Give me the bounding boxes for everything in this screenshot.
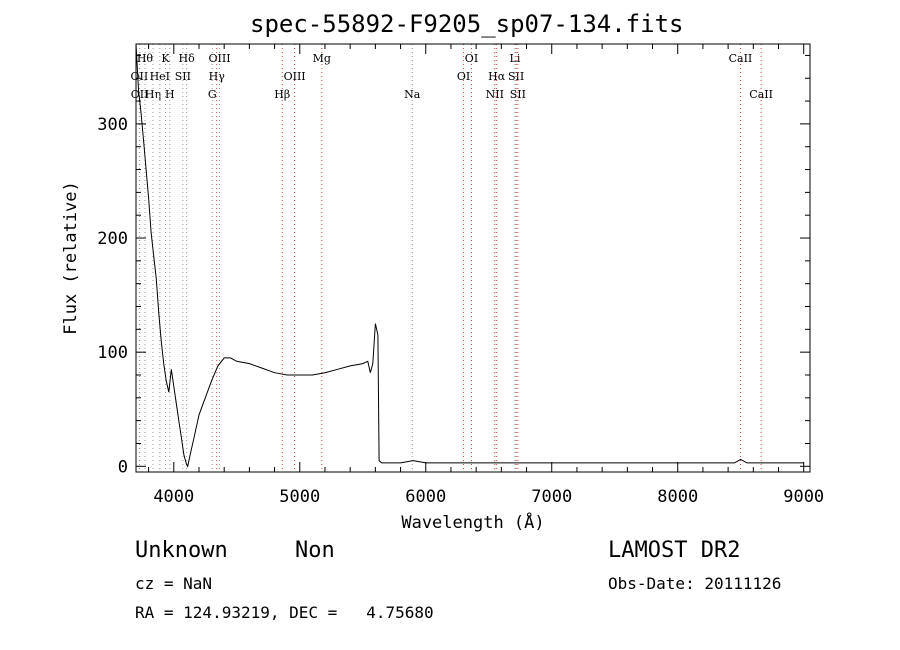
ra-dec-coordinates: RA = 124.93219, DEC = 4.75680 <box>135 603 434 622</box>
spectral-line-label: Li <box>510 52 521 65</box>
x-tick-label: 8000 <box>657 487 698 507</box>
spectral-line-label: H <box>165 88 175 101</box>
y-tick-label: 100 <box>97 343 128 363</box>
survey-name: LAMOST DR2 <box>608 538 741 563</box>
spectral-line-label: OIII <box>284 70 306 83</box>
spectral-line-label: OIII <box>208 52 230 65</box>
spectral-line-label: NII <box>486 88 504 101</box>
spectral-line-label: SII <box>510 88 526 101</box>
spectral-line-label: OII <box>131 88 149 101</box>
y-tick-label: 300 <box>97 115 128 135</box>
y-axis-label: Flux (relative) <box>61 181 81 335</box>
obs-date: Obs-Date: 20111126 <box>608 574 782 593</box>
redshift-cz: cz = NaN <box>135 574 213 593</box>
spectral-line-label: Na <box>404 88 421 101</box>
spectral-line-label: SII <box>508 70 524 83</box>
x-tick-label: 6000 <box>405 487 446 507</box>
spectral-line-label: Mg <box>313 52 331 65</box>
spectral-line-label: Hδ <box>179 52 196 65</box>
spectral-line-label: CaII <box>749 88 773 101</box>
y-tick-label: 0 <box>118 457 128 477</box>
spectral-line-label: CaII <box>729 52 753 65</box>
object-subclass: Non <box>295 538 335 563</box>
spectral-line-label: Hβ <box>274 88 290 101</box>
x-axis-label: Wavelength (Å) <box>401 511 544 533</box>
spectral-line-label: OI <box>465 52 478 65</box>
x-tick-label: 9000 <box>783 487 824 507</box>
spectral-line-label: SII <box>175 70 191 83</box>
x-tick-label: 7000 <box>531 487 572 507</box>
spectral-line-label: HeI <box>150 70 170 83</box>
x-tick-label: 4000 <box>153 487 194 507</box>
chart-title: spec-55892-F9205_sp07-134.fits <box>250 10 684 38</box>
plot-frame <box>135 43 811 473</box>
spectral-line-label: G <box>208 88 217 101</box>
spectral-line-label: OI <box>457 70 470 83</box>
x-tick-label: 5000 <box>279 487 320 507</box>
spectral-line-label: Hγ <box>209 70 226 83</box>
spectrum-series-line <box>135 43 804 468</box>
spectral-line-label: Hθ <box>137 52 154 65</box>
y-tick-label: 200 <box>97 229 128 249</box>
spectral-line-label: Hη <box>145 88 161 101</box>
object-class: Unknown <box>135 538 228 563</box>
spectral-line-label: K <box>161 52 170 65</box>
spectral-line-label: Hα <box>488 70 506 83</box>
